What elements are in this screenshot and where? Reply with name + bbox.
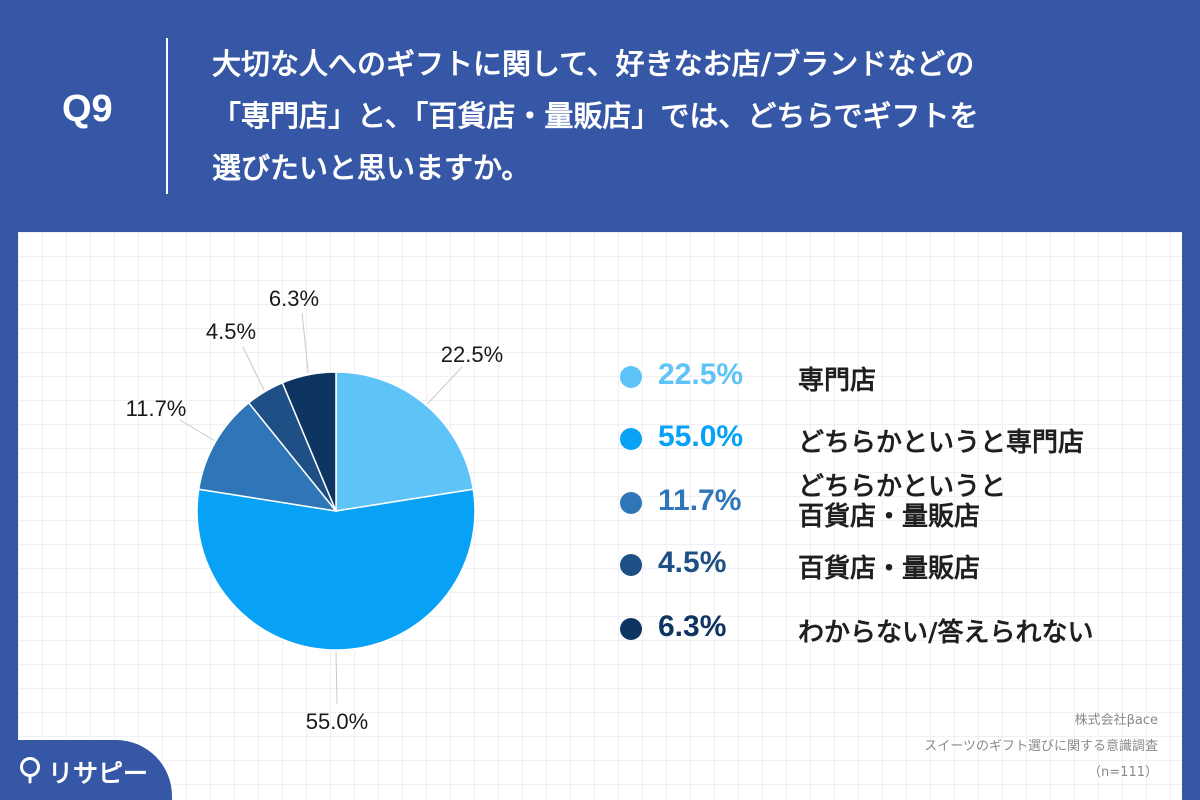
legend-label: どちらかというと 百貨店・量販店 bbox=[798, 472, 1006, 532]
pie-slice bbox=[196, 488, 476, 651]
legend-item-senmonten: 22.5% 専門店 bbox=[620, 352, 1180, 412]
question-line: 「専門店」と、「百貨店・量販店」では、どちらでギフトを bbox=[212, 99, 979, 133]
legend-item-rather-senmonten: 55.0% どちらかというと専門店 bbox=[620, 414, 1180, 474]
source-sample-size: （n=111） bbox=[1088, 765, 1158, 780]
leader-line bbox=[179, 419, 215, 441]
legend-dot-icon bbox=[620, 554, 642, 576]
legend-item-hyakkaten: 4.5% 百貨店・量販店 bbox=[620, 538, 1180, 598]
legend-label-line: どちらかというと bbox=[798, 472, 1007, 502]
legend-percent: 22.5% bbox=[658, 358, 744, 391]
legend-dot-icon bbox=[620, 492, 642, 514]
legend-dot-icon bbox=[620, 428, 642, 450]
brand-logo: リサピー bbox=[0, 740, 172, 800]
source-survey: スイーツのギフト選びに関する意識調査 bbox=[924, 739, 1158, 754]
pin-icon bbox=[20, 757, 40, 784]
leader-line bbox=[335, 651, 338, 705]
data-label: 22.5% bbox=[441, 342, 503, 367]
legend-label-line: 百貨店・量販店 bbox=[798, 502, 981, 532]
legend-item-rather-hyakkaten: 11.7% どちらかというと 百貨店・量販店 bbox=[620, 472, 1180, 536]
header: Q9 大切な人へのギフトに関して、好きなお店/ブランドなどの 「専門店」と、「百… bbox=[0, 0, 1200, 230]
question-line: 選びたいと思いますか。 bbox=[212, 151, 531, 185]
data-label: 55.0% bbox=[306, 709, 368, 734]
leader-line bbox=[301, 312, 309, 373]
legend-label: 専門店 bbox=[798, 366, 877, 396]
legend-label: 百貨店・量販店 bbox=[798, 554, 981, 584]
source-company: 株式会社βace bbox=[1074, 713, 1158, 728]
legend-label: わからない/答えられない bbox=[798, 618, 1094, 648]
legend-label: どちらかというと専門店 bbox=[798, 428, 1085, 458]
source-note: 株式会社βace スイーツのギフト選びに関する意識調査 （n=111） bbox=[758, 708, 1158, 786]
legend-dot-icon bbox=[620, 366, 642, 388]
question-line: 大切な人へのギフトに関して、好きなお店/ブランドなどの bbox=[212, 47, 975, 81]
header-divider bbox=[166, 38, 168, 194]
leader-line bbox=[242, 346, 265, 391]
pie-slice bbox=[335, 371, 475, 512]
legend-percent: 55.0% bbox=[658, 420, 744, 453]
leader-line bbox=[427, 366, 463, 405]
question-number: Q9 bbox=[62, 88, 113, 130]
question-text: 大切な人へのギフトに関して、好きなお店/ブランドなどの 「専門店」と、「百貨店・… bbox=[212, 38, 1172, 194]
data-label: 4.5% bbox=[206, 319, 256, 344]
legend-percent: 6.3% bbox=[658, 610, 727, 643]
legend-percent: 11.7% bbox=[658, 484, 742, 517]
logo-text: リサピー bbox=[48, 759, 149, 788]
data-label: 6.3% bbox=[269, 286, 319, 311]
pie-slice bbox=[281, 371, 337, 512]
pie-slice bbox=[197, 401, 338, 513]
legend-dot-icon bbox=[620, 618, 642, 640]
data-label: 11.7% bbox=[126, 396, 187, 421]
legend-percent: 4.5% bbox=[658, 546, 727, 579]
legend-item-unknown: 6.3% わからない/答えられない bbox=[620, 602, 1180, 662]
